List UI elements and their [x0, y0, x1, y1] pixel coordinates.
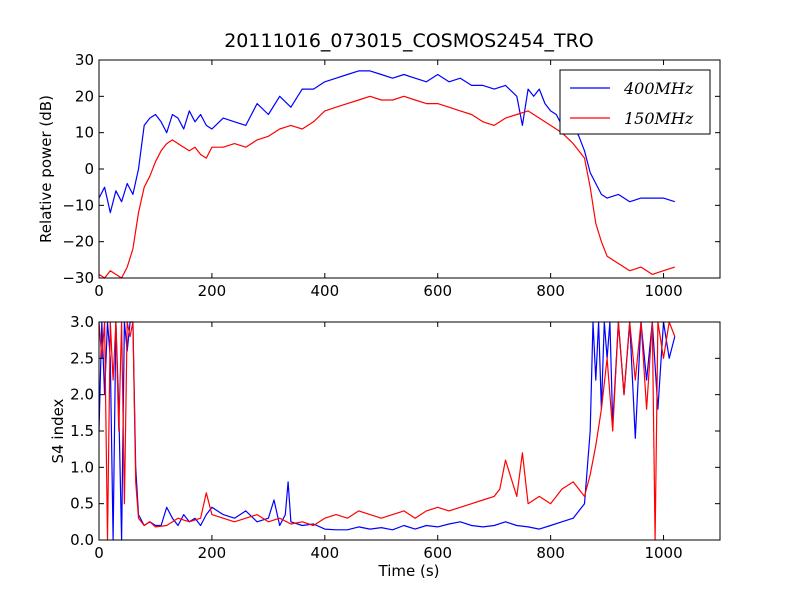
power-series-line-150mhz [98, 95, 675, 279]
power-x-tick-label: 400 [310, 282, 339, 300]
power-x-tick-label: 1000 [644, 282, 682, 300]
power-ticks: 0 200 400 600 800 1000 −30 −20 −10 0 10 20 30 [62, 51, 720, 300]
s4-x-tick-label: 400 [310, 544, 339, 562]
s4-x-tick-label: 0 [94, 544, 104, 562]
power-x-tick-label: 200 [198, 282, 227, 300]
s4-y-tick-label: 2.0 [70, 386, 94, 404]
legend-box [559, 69, 711, 135]
legend-label-400mhz: 400MHz [623, 79, 694, 98]
power-y-tick-label: 10 [75, 124, 94, 142]
power-x-tick-label: 0 [94, 282, 104, 300]
legend-label-150mhz: 150MHz [624, 109, 694, 128]
s4-y-tick-label: 2.5 [70, 349, 94, 367]
power-y-axis-label: Relative power (dB) [37, 95, 55, 243]
s4-x-tick-label: 600 [423, 544, 452, 562]
s4-y-tick-label: 1.0 [70, 458, 94, 476]
power-y-tick-label: −20 [62, 233, 94, 251]
power-y-tick-label: −10 [62, 196, 94, 214]
s4-y-axis-label: S4 index [49, 398, 67, 463]
power-y-tick-label: −30 [62, 269, 94, 287]
s4-x-tick-label: 1000 [644, 544, 682, 562]
power-x-tick-label: 600 [423, 282, 452, 300]
chart-title: 20111016_073015_COSMOS2454_TRO [224, 30, 594, 52]
power-x-tick-label: 800 [536, 282, 565, 300]
s4-panel: 0 200 400 600 800 1000 0.0 0.5 1.0 1.5 2.0 2.5 3.0 S… [49, 313, 721, 580]
s4-y-tick-label: 0.5 [70, 495, 94, 513]
power-y-tick-label: 0 [84, 160, 94, 178]
power-y-tick-label: 20 [75, 87, 94, 105]
s4-series-group [98, 321, 676, 541]
s4-series-line-150mhz [98, 321, 676, 541]
s4-ticks: 0 200 400 600 800 1000 0.0 0.5 1.0 1.5 2.0 2.5 3.0 [70, 313, 720, 562]
s4-y-tick-label: 3.0 [70, 313, 94, 331]
x-axis-label: Time (s) [378, 562, 440, 580]
power-y-tick-label: 30 [75, 51, 94, 69]
power-panel: 0 200 400 600 800 1000 −30 −20 −10 0 10 20 30 Relati… [37, 51, 721, 300]
s4-y-tick-label: 0.0 [70, 531, 94, 549]
legend: 400MHz 150MHz [559, 69, 711, 135]
s4-y-tick-label: 1.5 [70, 422, 94, 440]
s4-x-tick-label: 200 [198, 544, 227, 562]
s4-x-tick-label: 800 [536, 544, 565, 562]
